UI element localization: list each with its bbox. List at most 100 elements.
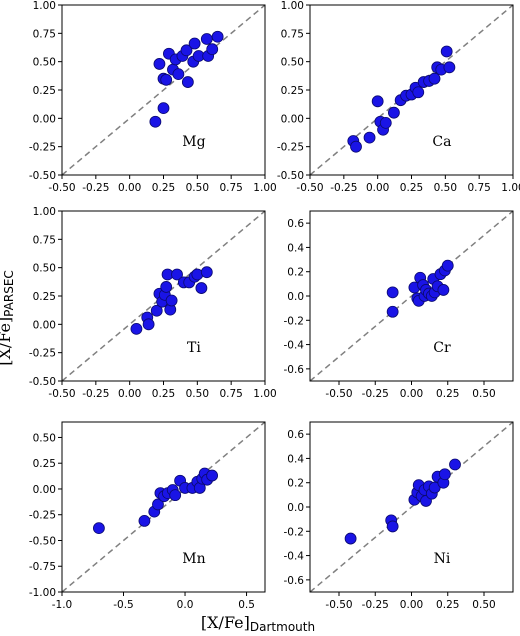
x-tick-label: -0.50 [325, 388, 352, 400]
x-tick-label: 0.75 [467, 182, 490, 194]
x-tick-label: 0.50 [434, 182, 457, 194]
data-point-ti-11 [171, 268, 183, 281]
x-tick-label: 0.50 [186, 182, 209, 194]
y-tick-label: -0.4 [284, 340, 305, 352]
x-tick-label: 0.75 [219, 388, 242, 400]
x-axis-title: [X/Fe]Dartmouth [201, 613, 315, 634]
y-tick-label: 0.25 [281, 85, 304, 97]
y-tick-label: 0.2 [287, 478, 304, 490]
x-tick-label: -0.50 [48, 388, 75, 400]
data-point-ti-3 [150, 304, 163, 317]
y-tick-label: -1.00 [29, 587, 56, 599]
x-tick-label: 0.50 [186, 388, 209, 400]
y-tick-label: 0.0 [287, 502, 304, 514]
x-tick-label: -0.25 [82, 388, 109, 400]
data-point-mg-13 [188, 37, 201, 50]
y-tick-label: 0.4 [287, 453, 304, 465]
y-tick-label: 1.00 [281, 0, 304, 12]
x-tick-label: -0.50 [48, 182, 75, 194]
y-tick-label: 0.50 [33, 432, 56, 444]
data-point-ni-15 [449, 458, 461, 471]
x-tick-label: -0.25 [362, 388, 389, 400]
data-point-ca-2 [363, 131, 376, 144]
y-tick-label: 0.00 [281, 113, 304, 125]
x-tick-label: 0.00 [400, 388, 423, 400]
y-tick-label: 0.25 [33, 85, 56, 97]
y-tick-label: -0.25 [29, 142, 56, 154]
data-point-mg-0 [149, 115, 162, 128]
x-tick-label: 1.00 [253, 388, 276, 400]
panel-label-cr: Cr [433, 340, 451, 356]
y-tick-label: 0.6 [287, 429, 304, 441]
reference-line-ni [309, 421, 514, 593]
data-point-mn-0 [93, 522, 105, 535]
x-tick-label: -0.50 [325, 599, 352, 611]
y-tick-label: 0.00 [33, 113, 56, 125]
y-tick-label: 0.0 [287, 291, 304, 303]
x-tick-label: 0.50 [472, 388, 495, 400]
y-tick-label: -0.6 [284, 575, 305, 587]
data-point-mg-8 [172, 68, 185, 81]
x-tick-label: -0.5 [113, 599, 134, 611]
y-tick-label: 0.50 [281, 57, 304, 69]
x-tick-label: -1.0 [52, 599, 73, 611]
x-tick-label: -0.25 [82, 182, 109, 194]
data-point-mg-17 [206, 43, 219, 56]
data-point-mg-1 [157, 102, 170, 115]
panel-label-mg: Mg [182, 134, 205, 150]
data-point-mn-8 [169, 489, 182, 502]
y-tick-label: -0.50 [29, 535, 56, 547]
data-point-ca-18 [440, 45, 453, 58]
y-tick-label: 0.00 [33, 319, 56, 331]
x-tick-label: 0.25 [400, 182, 423, 194]
data-point-cr-1 [386, 305, 399, 318]
panel-label-ni: Ni [434, 551, 451, 567]
data-point-ca-12 [412, 86, 425, 99]
panel-cr: -0.50 -0.25 0.00 0.25 0.50 -0.6 -0.4 -0.2 0.0 0.2… [284, 210, 514, 400]
reference-line-mn [61, 421, 266, 593]
y-tick-label: -0.25 [277, 142, 304, 154]
x-tick-label: -0.50 [296, 182, 323, 194]
data-point-ti-17 [200, 266, 213, 279]
y-tick-label: 0.6 [287, 218, 304, 230]
x-tick-label: 0.00 [366, 182, 389, 194]
data-point-cr-15 [437, 284, 450, 296]
y-tick-label: -0.50 [29, 376, 56, 388]
y-tick-label: -0.50 [277, 170, 304, 182]
x-tick-label: 0.00 [400, 599, 423, 611]
data-point-cr-17 [441, 259, 454, 272]
data-point-mg-15 [200, 33, 213, 45]
data-point-ca-1 [350, 140, 362, 153]
x-tick-label: 0.50 [472, 599, 495, 611]
panel-label-ti: Ti [187, 340, 201, 356]
data-point-ca-7 [388, 106, 400, 119]
data-point-mg-18 [211, 30, 224, 43]
y-tick-label: 0.75 [33, 234, 56, 246]
data-point-ca-6 [379, 116, 392, 129]
data-point-ni-14 [438, 468, 451, 481]
data-point-ti-7 [160, 281, 173, 293]
panel-label-mn: Mn [182, 551, 205, 567]
x-tick-label: -0.25 [362, 599, 389, 611]
y-axis-title: [X/Fe]PARSEC [0, 270, 16, 366]
y-tick-label: -0.6 [284, 364, 305, 376]
x-tick-label: 1.00 [253, 182, 276, 194]
x-tick-label: 0.25 [152, 182, 175, 194]
x-tick-label: 0.75 [219, 182, 242, 194]
panel-ca: -0.50 -0.25 0.00 0.25 0.50 0.75 1.00 -0.50 -0.25… [277, 0, 520, 194]
y-tick-label: 0.25 [33, 458, 56, 470]
y-tick-label: 0.50 [33, 57, 56, 69]
axes-frame-mn [61, 421, 266, 593]
x-tick-label: 1.00 [501, 182, 520, 194]
data-point-ca-15 [428, 72, 441, 85]
x-tick-label: 0.25 [436, 388, 459, 400]
x-tick-label: 0.0 [177, 599, 194, 611]
y-tick-label: 0.50 [33, 263, 56, 275]
y-tick-label: 1.00 [33, 0, 56, 12]
data-point-ca-3 [371, 95, 384, 108]
y-tick-label: -0.75 [29, 561, 56, 573]
y-tick-label: -0.50 [29, 170, 56, 182]
y-tick-label: 1.00 [33, 206, 56, 218]
data-point-ti-0 [130, 322, 143, 335]
